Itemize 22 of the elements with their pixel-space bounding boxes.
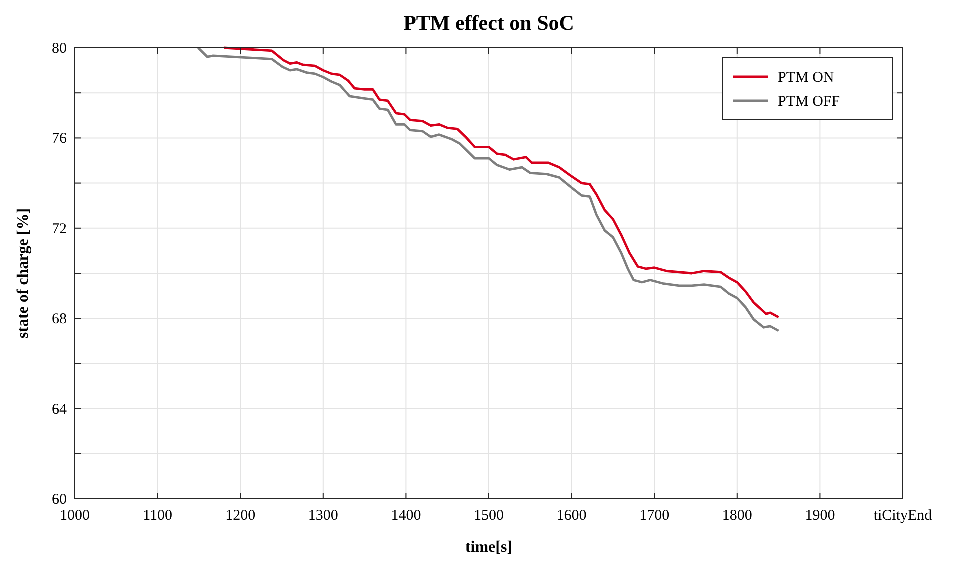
- x-tick-label: 1400: [391, 508, 422, 524]
- y-tick-label: 64: [52, 402, 68, 418]
- x-tick-label: 1300: [308, 508, 338, 524]
- y-tick-label: 68: [52, 312, 67, 328]
- y-tick-label: 72: [52, 221, 67, 238]
- x-tick-label: 1800: [722, 508, 752, 524]
- x-tick-label: 1100: [143, 508, 173, 524]
- x-tick-label: 1700: [640, 508, 670, 524]
- x-tick-label: tiCityEnd: [874, 508, 933, 524]
- x-tick-label: 1600: [556, 508, 587, 524]
- y-tick-label: 76: [52, 131, 68, 148]
- x-tick-label: 1200: [226, 508, 256, 524]
- x-axis-title: time[s]: [465, 539, 513, 556]
- x-tick-label: 1000: [60, 508, 90, 524]
- x-tick-label: 1500: [474, 508, 504, 524]
- y-tick-label: 60: [52, 492, 67, 508]
- legend-label: PTM ON: [778, 70, 834, 86]
- y-tick-label: 80: [52, 41, 67, 57]
- legend-label: PTM OFF: [778, 94, 840, 110]
- y-axis-title: state of charge [%]: [15, 208, 32, 339]
- chart-title: PTM effect on SoC: [404, 11, 574, 35]
- x-tick-label: 1900: [805, 508, 836, 524]
